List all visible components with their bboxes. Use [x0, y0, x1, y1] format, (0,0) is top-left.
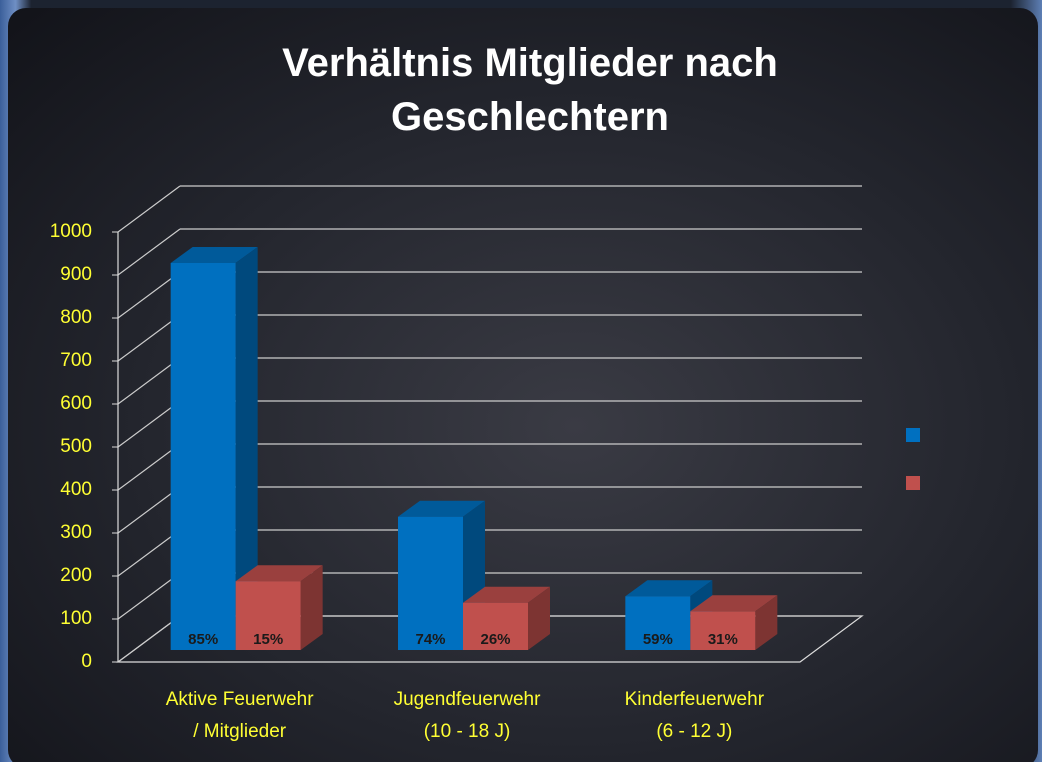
y-tick-label: 500: [60, 436, 92, 457]
y-tick-label: 200: [60, 565, 92, 586]
share-label: 15%: [253, 631, 283, 648]
y-tick-label: 600: [60, 393, 92, 414]
x-tick-label: (10 - 18 J): [424, 721, 511, 742]
legend-swatch: [906, 476, 920, 490]
y-tick-label: 800: [60, 307, 92, 328]
y-tick-label: 0: [81, 651, 92, 672]
page: Verhältnis Mitglieder nach Geschlechtern…: [0, 0, 1042, 762]
share-label: 74%: [415, 631, 445, 648]
share-label: 59%: [643, 631, 673, 648]
x-tick-label: Kinderfeuerwehr: [625, 689, 765, 710]
y-tick-label: 700: [60, 350, 92, 371]
share-label: 31%: [708, 631, 738, 648]
x-tick-label: / Mitglieder: [193, 721, 287, 742]
bar: [171, 263, 236, 650]
chart: 0 100 200 300 400 500 600 700 800 900 1000 Aktive F…: [0, 0, 1042, 762]
x-tick-label: Jugendfeuerwehr: [394, 689, 541, 710]
y-tick-label: 900: [60, 264, 92, 285]
y-tick-label: 400: [60, 479, 92, 500]
share-label: 26%: [480, 631, 510, 648]
y-tick-label: 300: [60, 522, 92, 543]
y-tick-label: 1000: [50, 221, 92, 242]
grid-line: [118, 186, 180, 232]
share-label: 85%: [188, 631, 218, 648]
legend-swatch: [906, 428, 920, 442]
y-tick-label: 100: [60, 608, 92, 629]
x-tick-label: Aktive Feuerwehr: [166, 689, 315, 710]
x-tick-label: (6 - 12 J): [656, 721, 732, 742]
